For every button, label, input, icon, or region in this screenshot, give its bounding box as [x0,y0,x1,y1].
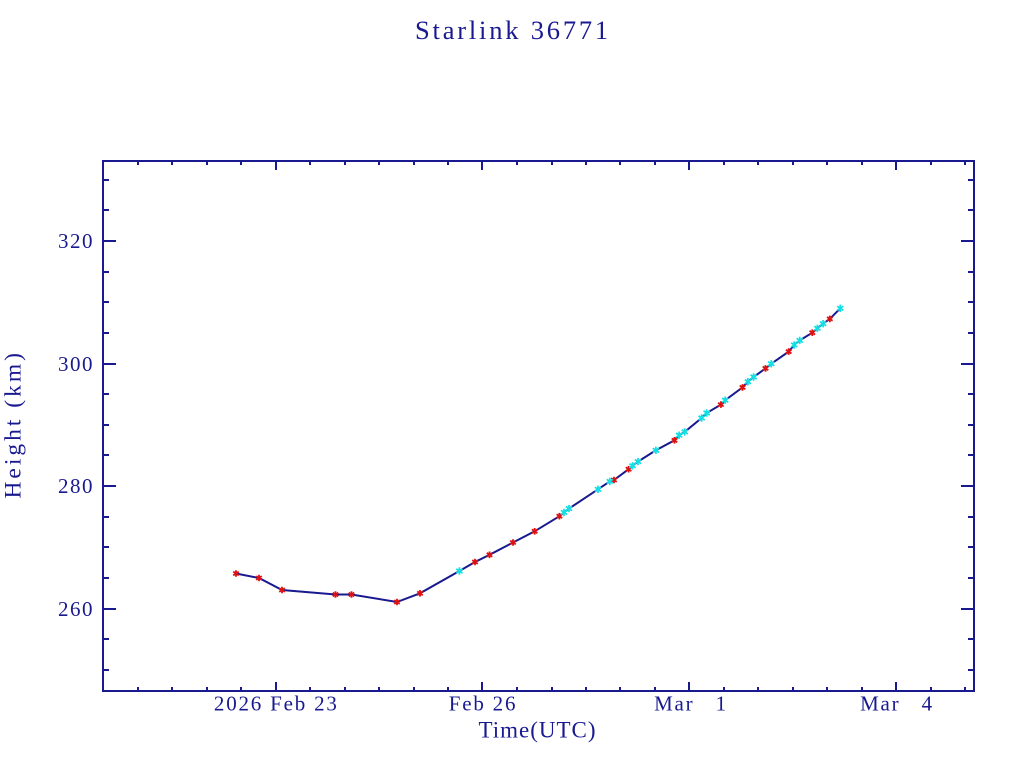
svg-text:Height (km): Height (km) [1,350,27,499]
svg-text:Time(UTC): Time(UTC) [478,718,596,743]
svg-text:Starlink 36771: Starlink 36771 [415,15,611,45]
svg-text:Mar 4: Mar 4 [860,692,934,716]
svg-text:320: 320 [58,229,94,253]
svg-text:300: 300 [58,352,94,376]
svg-text:2026 Feb 23: 2026 Feb 23 [214,692,339,716]
svg-text:Mar 1: Mar 1 [654,692,728,716]
svg-text:280: 280 [58,474,94,498]
svg-text:260: 260 [58,597,94,621]
svg-text:Feb 26: Feb 26 [449,692,518,716]
